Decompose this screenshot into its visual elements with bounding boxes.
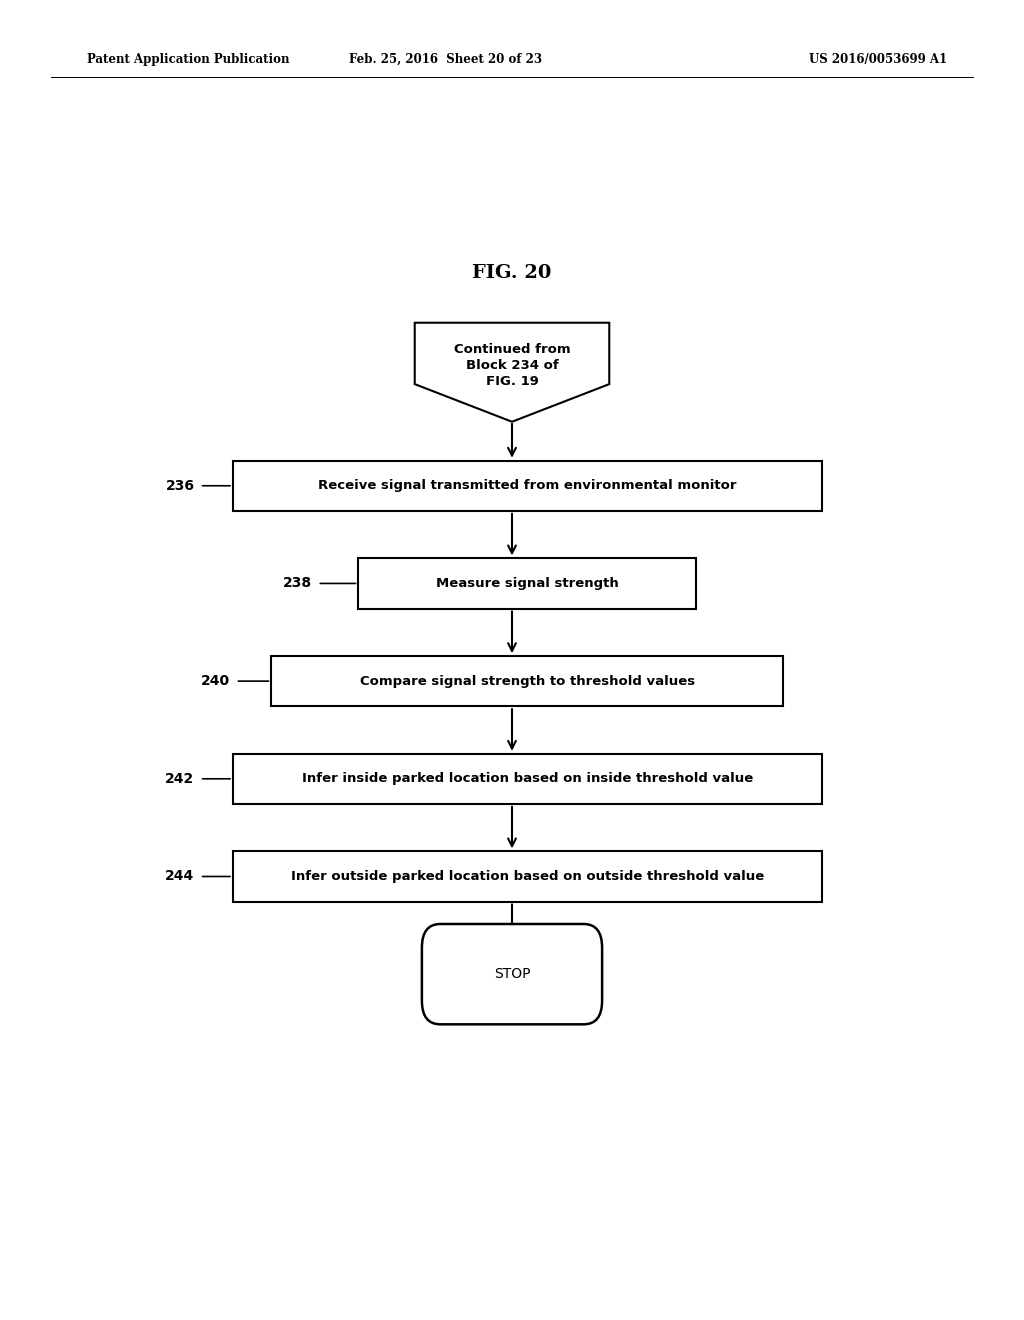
Text: Measure signal strength: Measure signal strength <box>436 577 618 590</box>
FancyBboxPatch shape <box>233 461 821 511</box>
FancyBboxPatch shape <box>271 656 783 706</box>
Polygon shape <box>415 323 609 422</box>
Text: Feb. 25, 2016  Sheet 20 of 23: Feb. 25, 2016 Sheet 20 of 23 <box>349 53 542 66</box>
FancyBboxPatch shape <box>233 851 821 902</box>
Text: STOP: STOP <box>494 968 530 981</box>
Text: Infer outside parked location based on outside threshold value: Infer outside parked location based on o… <box>291 870 764 883</box>
FancyBboxPatch shape <box>233 754 821 804</box>
Text: US 2016/0053699 A1: US 2016/0053699 A1 <box>809 53 947 66</box>
Text: Infer inside parked location based on inside threshold value: Infer inside parked location based on in… <box>302 772 753 785</box>
Text: FIG. 20: FIG. 20 <box>472 264 552 282</box>
Text: Patent Application Publication: Patent Application Publication <box>87 53 290 66</box>
Text: 240: 240 <box>202 675 230 688</box>
FancyBboxPatch shape <box>358 558 696 609</box>
FancyBboxPatch shape <box>422 924 602 1024</box>
Text: Receive signal transmitted from environmental monitor: Receive signal transmitted from environm… <box>318 479 736 492</box>
Text: Compare signal strength to threshold values: Compare signal strength to threshold val… <box>359 675 695 688</box>
Text: 236: 236 <box>166 479 195 492</box>
Text: 244: 244 <box>165 870 195 883</box>
Text: Continued from
Block 234 of
FIG. 19: Continued from Block 234 of FIG. 19 <box>454 343 570 388</box>
Text: 242: 242 <box>165 772 195 785</box>
Text: 238: 238 <box>284 577 312 590</box>
